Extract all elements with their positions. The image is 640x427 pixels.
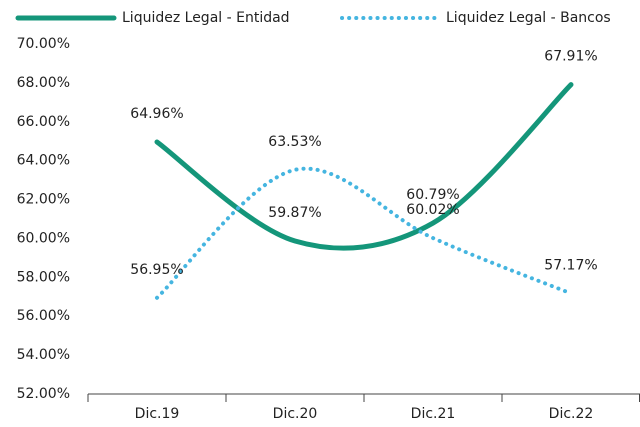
x-tick-label: Dic.20: [273, 406, 318, 422]
line-series: [154, 82, 574, 251]
line-series: [155, 166, 573, 300]
data-label: 57.17%: [544, 257, 597, 273]
y-tick-label: 58.00%: [17, 269, 70, 285]
y-tick-label: 62.00%: [17, 192, 70, 208]
y-tick-label: 60.00%: [17, 230, 70, 246]
y-tick-label: 52.00%: [17, 386, 70, 402]
data-label: 60.79%: [406, 187, 459, 203]
legend-label: Liquidez Legal - Bancos: [446, 10, 611, 26]
x-tick-label: Dic.19: [135, 406, 180, 422]
data-label: 64.96%: [130, 106, 183, 122]
data-label: 56.95%: [130, 262, 183, 278]
y-tick-label: 68.00%: [17, 75, 70, 91]
data-label: 63.53%: [268, 134, 321, 150]
y-tick-label: 70.00%: [17, 36, 70, 52]
data-label: 67.91%: [544, 49, 597, 65]
y-tick-label: 54.00%: [17, 347, 70, 363]
data-label: 59.87%: [268, 205, 321, 221]
y-tick-label: 66.00%: [17, 114, 70, 130]
y-tick-label: 56.00%: [17, 308, 70, 324]
y-tick-label: 64.00%: [17, 153, 70, 169]
x-tick-label: Dic.21: [411, 406, 456, 422]
legend-label: Liquidez Legal - Entidad: [122, 10, 290, 26]
x-tick-label: Dic.22: [549, 406, 594, 422]
data-label: 60.02%: [406, 202, 459, 218]
